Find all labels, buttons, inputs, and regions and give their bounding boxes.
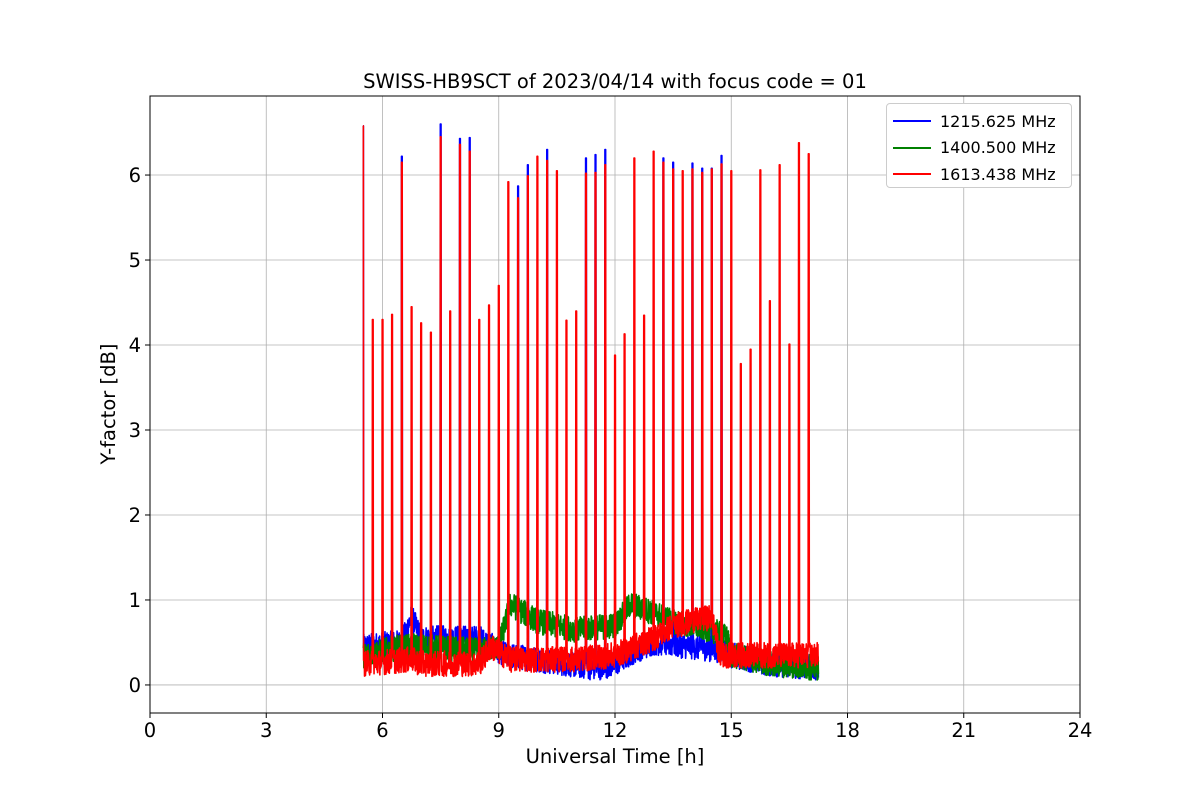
legend-swatch-3 xyxy=(893,173,931,176)
x-tick-label: 21 xyxy=(951,719,976,742)
x-tick-label: 18 xyxy=(835,719,860,742)
legend-swatch-2 xyxy=(893,146,931,149)
y-tick-label: 4 xyxy=(129,334,141,357)
legend-item: 1400.500 MHz xyxy=(893,135,1071,162)
y-tick-label: 6 xyxy=(129,164,141,187)
x-axis-label: Universal Time [h] xyxy=(526,745,705,768)
legend-item: 1215.625 MHz xyxy=(893,108,1071,135)
legend: 1215.625 MHz 1400.500 MHz 1613.438 MHz xyxy=(886,103,1072,188)
y-tick-label: 0 xyxy=(129,674,141,697)
x-tick-label: 12 xyxy=(603,719,628,742)
y-axis-label: Y-factor [dB] xyxy=(97,344,120,466)
x-tick-label: 15 xyxy=(719,719,744,742)
legend-label-2: 1400.500 MHz xyxy=(940,138,1056,158)
legend-label-3: 1613.438 MHz xyxy=(940,164,1056,184)
legend-item: 1613.438 MHz xyxy=(893,161,1071,188)
legend-swatch-1 xyxy=(893,120,931,123)
x-tick-label: 9 xyxy=(493,719,505,742)
legend-label-1: 1215.625 MHz xyxy=(940,111,1056,131)
y-tick-label: 1 xyxy=(129,589,141,612)
x-tick-label: 0 xyxy=(144,719,156,742)
y-tick-label: 5 xyxy=(129,249,141,272)
x-tick-label: 6 xyxy=(376,719,388,742)
series-line-3 xyxy=(362,124,820,678)
x-tick-label: 3 xyxy=(260,719,272,742)
chart-title: SWISS-HB9SCT of 2023/04/14 with focus co… xyxy=(363,70,867,93)
y-tick-label: 3 xyxy=(129,419,141,442)
x-tick-label: 24 xyxy=(1068,719,1093,742)
y-tick-label: 2 xyxy=(129,504,141,527)
series-layer xyxy=(362,123,820,681)
